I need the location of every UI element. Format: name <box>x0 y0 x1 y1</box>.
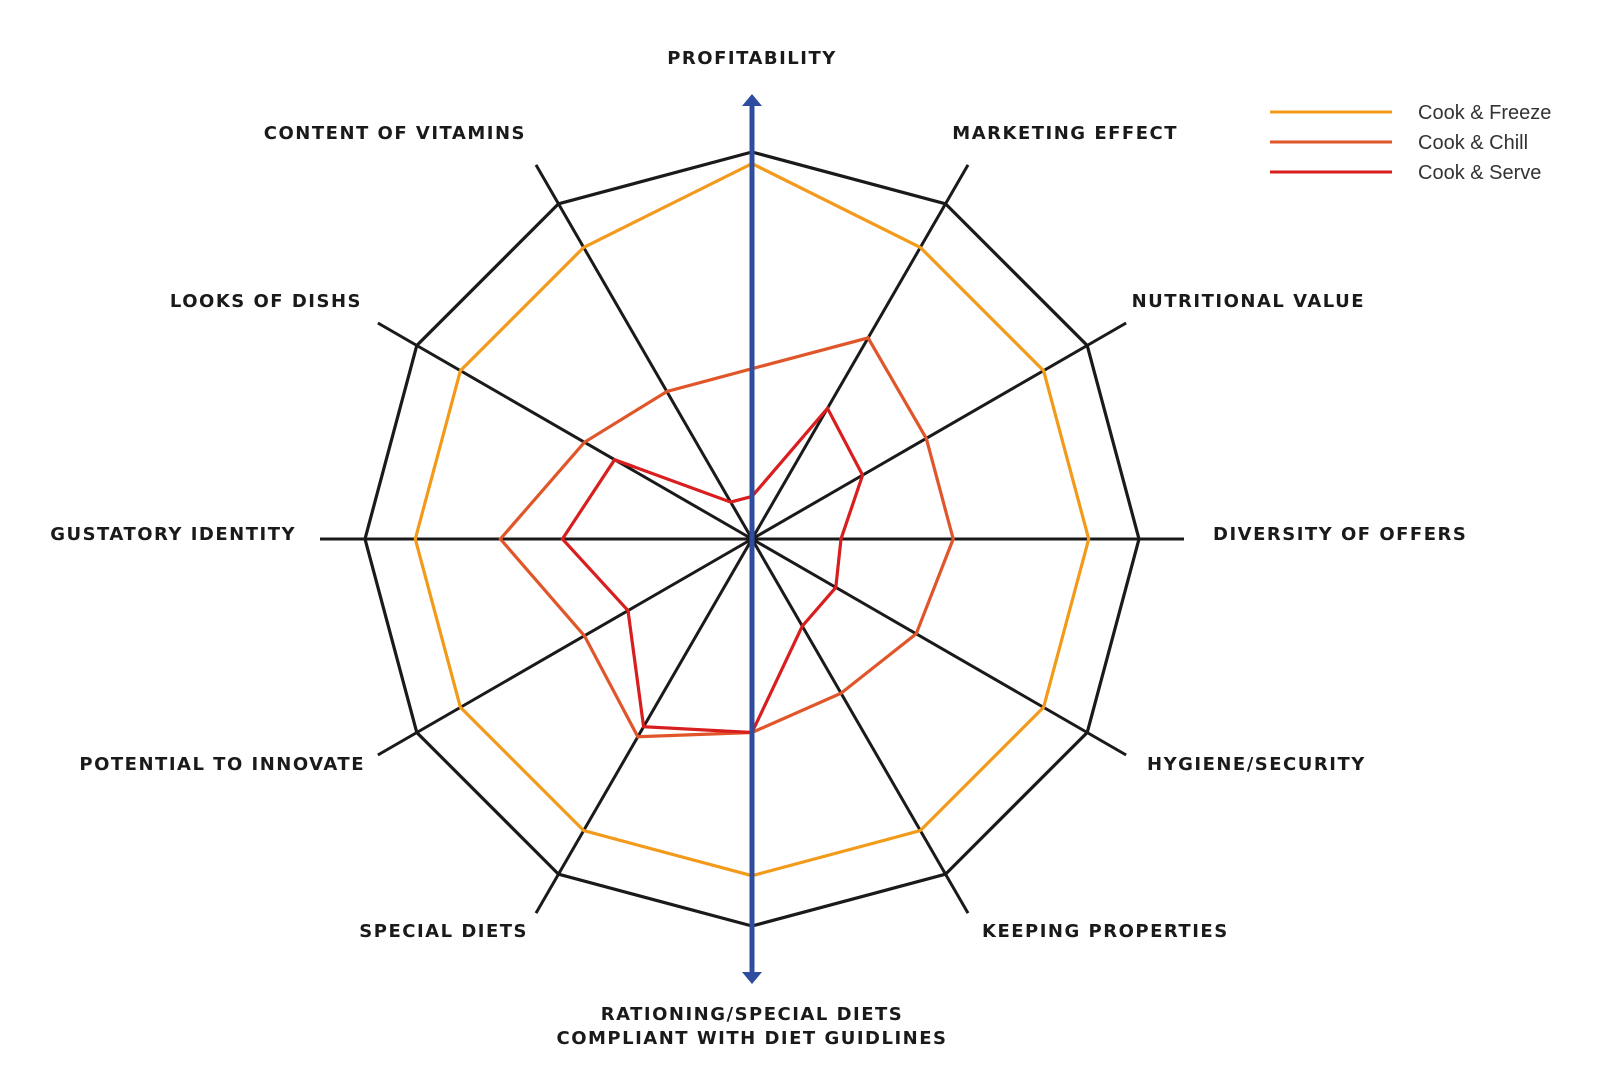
axis-label-marketing-effect: MARKETING EFFECT <box>952 123 1178 144</box>
axis-label-nutritional-value: NUTRITIONAL VALUE <box>1132 291 1365 312</box>
highlight-axis <box>742 94 762 984</box>
axis-label-content-of-vitamins: CONTENT OF VITAMINS <box>264 123 526 144</box>
axis-label-looks-of-dishs: LOOKS OF DISHS <box>170 291 362 312</box>
axis-label-special-diets: SPECIAL DIETS <box>359 921 528 942</box>
legend-label-cook-serve: Cook & Serve <box>1418 162 1541 184</box>
axis-label-compliant-with-diet-guidlines: COMPLIANT WITH DIET GUIDLINES <box>557 1028 948 1049</box>
legend-label-cook-freeze: Cook & Freeze <box>1418 102 1551 124</box>
axis-label-potential-to-innovate: POTENTIAL TO INNOVATE <box>79 754 365 775</box>
arrow-down-icon <box>742 972 762 984</box>
spoke-keeping-properties <box>750 538 970 914</box>
axis-label-hygiene-security: HYGIENE/SECURITY <box>1147 754 1366 775</box>
spoke-looks-of-dishs <box>377 321 753 541</box>
series-cook-chill <box>498 336 955 739</box>
axis-label-diversity-of-offers: DIVERSITY OF OFFERS <box>1213 524 1467 545</box>
spoke-marketing-effect <box>750 164 970 540</box>
spoke-hygiene-security <box>751 537 1127 757</box>
spoke-content-of-vitamins <box>534 164 754 540</box>
spoke-nutritional-value <box>751 321 1127 541</box>
axis-labels: PROFITABILITY MARKETING EFFECT NUTRITIONAL… <box>50 48 1467 1049</box>
legend-label-cook-chill: Cook & Chill <box>1418 132 1528 154</box>
axis-label-keeping-properties: KEEPING PROPERTIES <box>982 921 1229 942</box>
axis-label-rationing-special-diets: RATIONING/SPECIAL DIETS <box>601 1004 904 1025</box>
arrow-up-icon <box>742 94 762 106</box>
spoke-potential-to-innovate <box>377 537 753 757</box>
axis-label-profitability: PROFITABILITY <box>667 48 837 69</box>
legend: Cook & Freeze Cook & Chill Cook & Serve <box>1270 102 1551 184</box>
axis-label-gustatory-identity: GUSTATORY IDENTITY <box>50 524 296 545</box>
